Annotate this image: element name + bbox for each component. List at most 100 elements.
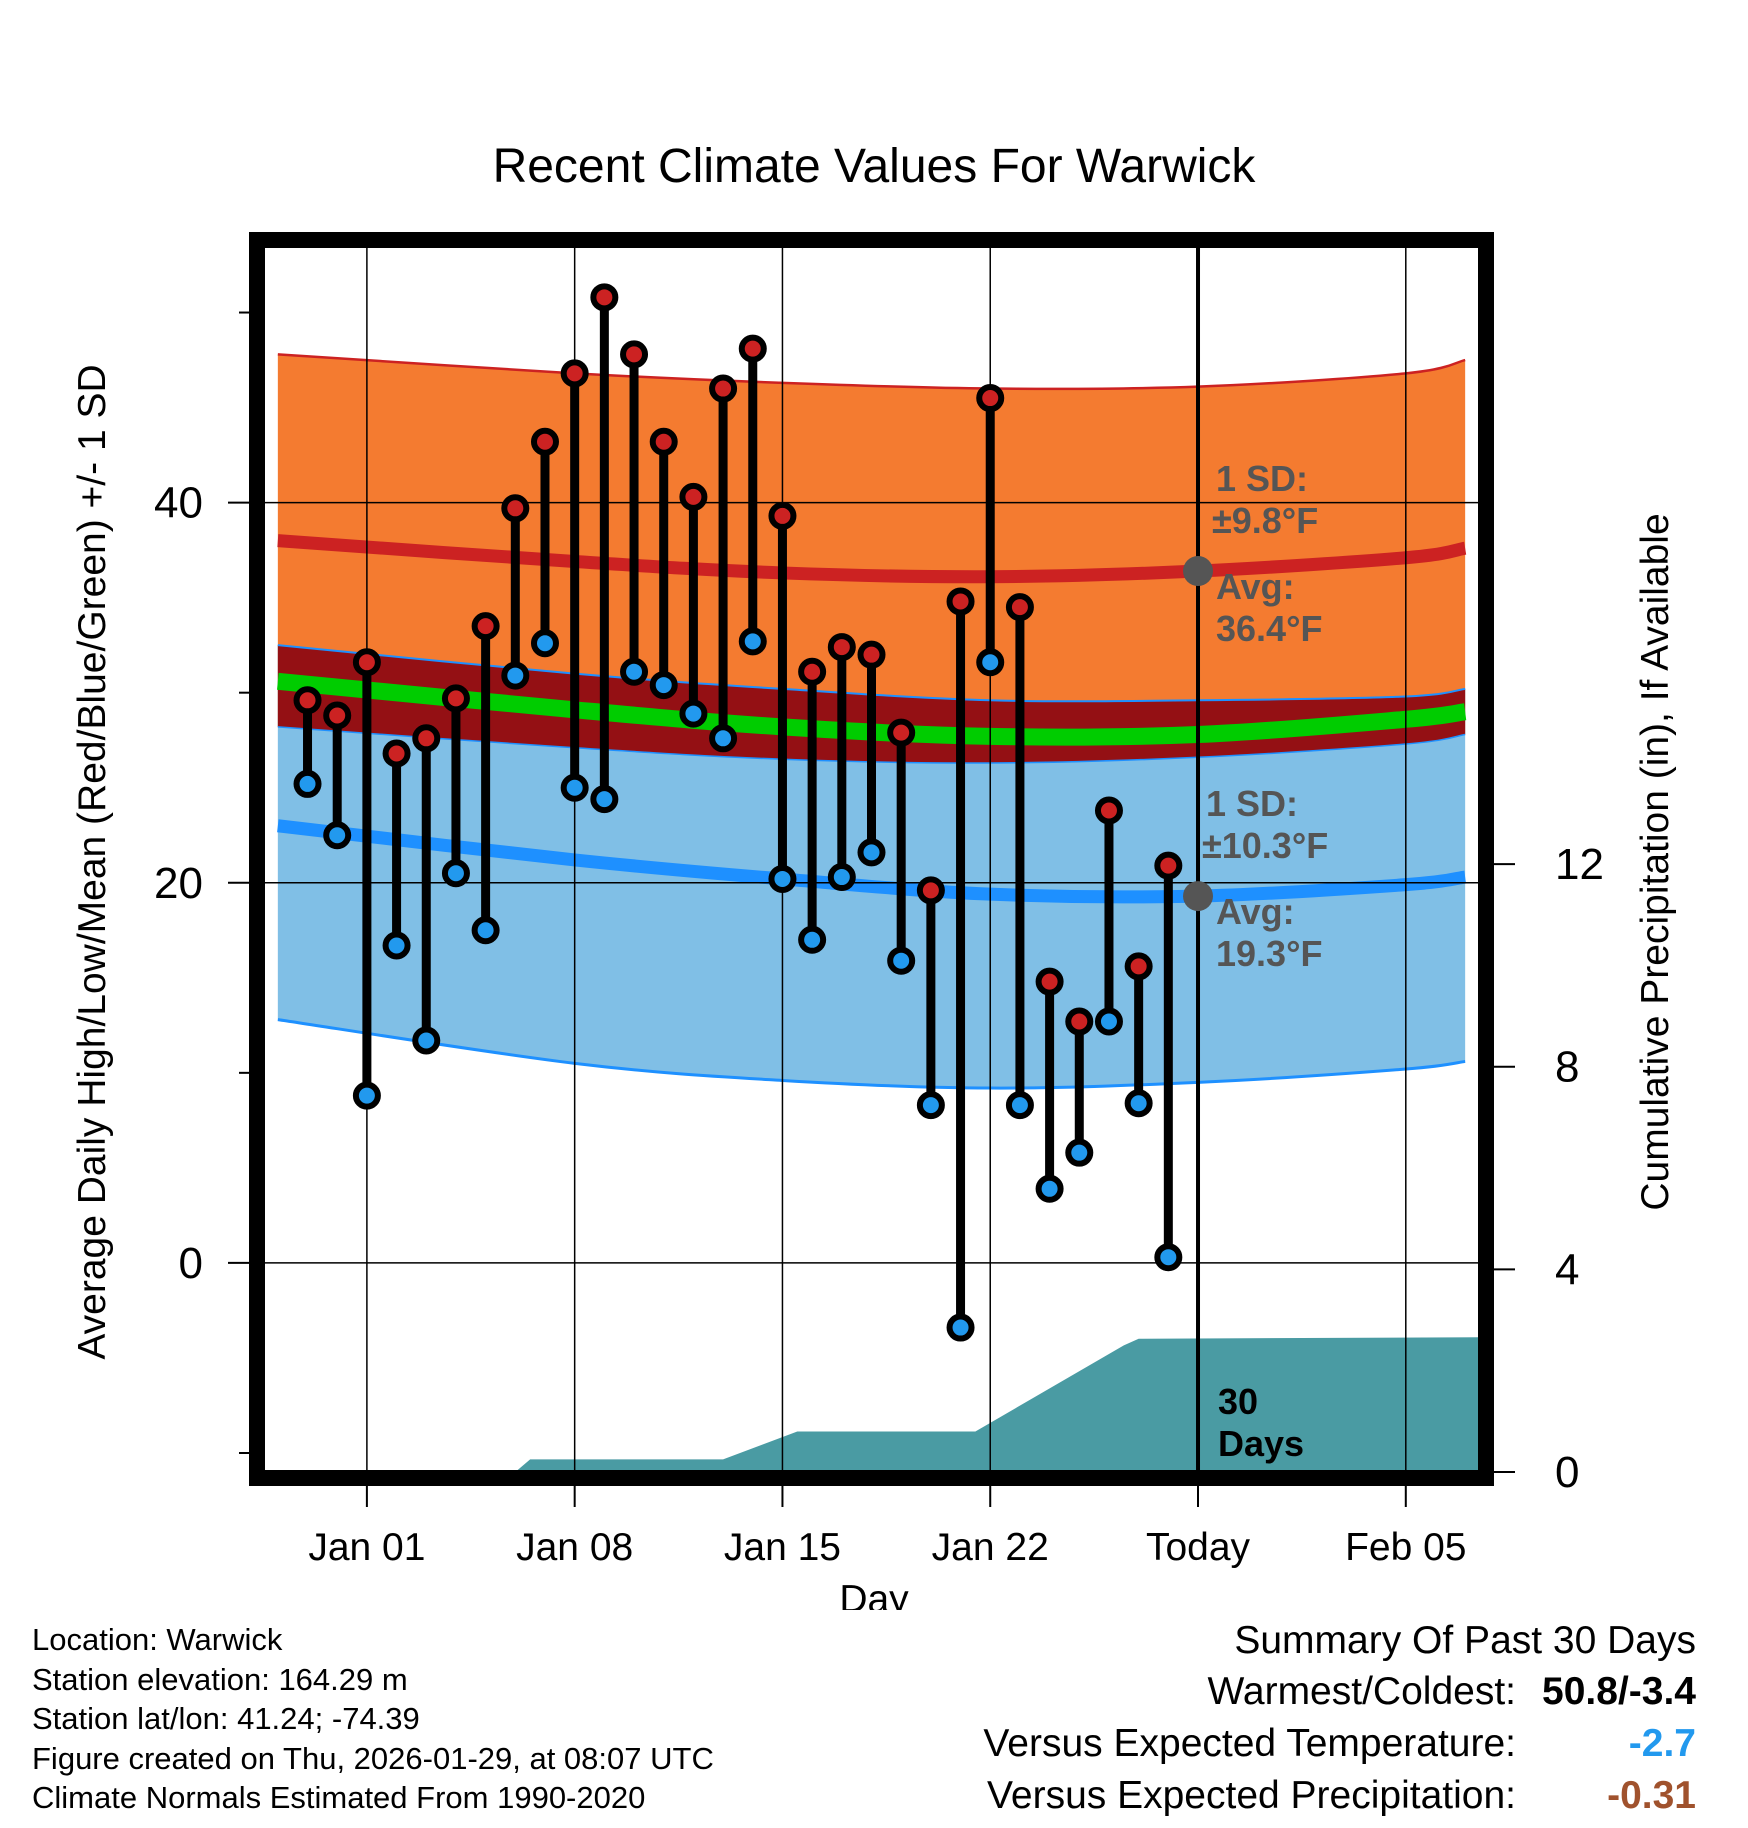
low-sd-label: 1 SD: xyxy=(1206,783,1298,824)
high-point xyxy=(738,334,767,363)
y2-tick-label: 8 xyxy=(1555,1043,1579,1092)
low-avg-marker xyxy=(1183,881,1214,912)
chart-title: Recent Climate Values For Warwick xyxy=(493,140,1257,193)
high-point xyxy=(1065,1007,1094,1036)
low-avg-label: Avg: xyxy=(1216,891,1295,932)
normals-text: Climate Normals Estimated From 1990-2020 xyxy=(32,1780,646,1815)
high-point xyxy=(1094,796,1123,825)
high-point xyxy=(1005,593,1034,622)
high-point xyxy=(798,657,827,686)
high-sd-label: 1 SD: xyxy=(1216,458,1308,499)
location-text: Location: Warwick xyxy=(32,1622,283,1657)
high-point xyxy=(649,427,678,456)
high-sd-value: ±9.8°F xyxy=(1212,500,1318,541)
low-point xyxy=(798,925,827,954)
low-point xyxy=(382,931,411,960)
low-sd-value: ±10.3°F xyxy=(1202,825,1328,866)
low-point xyxy=(679,699,708,728)
summary-warmest-row: Warmest/Coldest: 50.8/-3.4 xyxy=(983,1666,1696,1718)
high-point xyxy=(827,633,856,662)
high-point xyxy=(1154,851,1183,880)
high-point xyxy=(441,684,470,713)
high-point xyxy=(679,482,708,511)
low-point xyxy=(1035,1174,1064,1203)
precip-label: Versus Expected Precipitation: xyxy=(987,1774,1516,1817)
high-point xyxy=(976,384,1005,413)
high-point xyxy=(471,612,500,641)
plot-frame xyxy=(249,232,1494,1486)
x-tick-label: Jan 15 xyxy=(724,1526,841,1569)
station-info: Location: Warwick Station elevation: 164… xyxy=(32,1620,714,1818)
high-avg-value: 36.4°F xyxy=(1216,608,1322,649)
low-point xyxy=(1124,1089,1153,1118)
low-point xyxy=(501,661,530,690)
high-point xyxy=(530,427,559,456)
high-point xyxy=(857,640,886,669)
days-number: 30 xyxy=(1218,1381,1258,1422)
x-axis: Jan 01 Jan 08 Jan 15 Jan 22 Today Feb 05 xyxy=(308,1486,1467,1569)
x-axis-label: Day xyxy=(839,1578,909,1610)
low-upper-edge xyxy=(277,644,1466,703)
low-point xyxy=(768,864,797,893)
high-point xyxy=(620,340,649,369)
high-point xyxy=(768,501,797,530)
elevation-text: Station elevation: 164.29 m xyxy=(32,1661,408,1697)
high-point xyxy=(352,648,381,677)
precip-area xyxy=(263,1337,1480,1472)
low-point xyxy=(738,627,767,656)
low-point xyxy=(560,773,589,802)
low-point xyxy=(293,769,322,798)
y-tick-label: 40 xyxy=(154,479,203,528)
low-point xyxy=(620,657,649,686)
low-point xyxy=(857,838,886,867)
high-point xyxy=(946,587,975,616)
high-point xyxy=(887,718,916,747)
low-point xyxy=(590,785,619,814)
y2-tick-label: 4 xyxy=(1555,1245,1579,1294)
high-point xyxy=(323,701,352,730)
x-tick-label: Jan 22 xyxy=(932,1526,1049,1569)
y2-tick-label: 0 xyxy=(1555,1448,1579,1497)
low-point xyxy=(441,859,470,888)
precip-value: -0.31 xyxy=(1607,1774,1696,1817)
created-text: Figure created on Thu, 2026-01-29, at 08… xyxy=(32,1740,714,1776)
high-point xyxy=(293,686,322,715)
y-tick-label: 0 xyxy=(179,1239,203,1288)
x-tick-label: Jan 01 xyxy=(308,1526,425,1569)
high-mean-line xyxy=(277,534,1467,584)
summary-precip-row: Versus Expected Precipitation: -0.31 xyxy=(983,1770,1696,1822)
low-point xyxy=(323,821,352,850)
y-tick-label: 20 xyxy=(154,859,203,908)
high-avg-marker xyxy=(1183,556,1214,587)
low-point xyxy=(530,629,559,658)
x-tick-label: Today xyxy=(1146,1526,1251,1569)
high-point xyxy=(412,724,441,753)
high-point xyxy=(709,374,738,403)
warmest-value: 50.8/-3.4 xyxy=(1542,1670,1696,1713)
low-point xyxy=(709,724,738,753)
latlon-text: Station lat/lon: 41.24; -74.39 xyxy=(32,1701,420,1736)
high-point xyxy=(916,876,945,905)
climate-chart: Recent Climate Values For Warwick 1 SD:±… xyxy=(71,140,1677,1610)
high-point xyxy=(590,283,619,312)
high-point xyxy=(501,494,530,523)
x-tick-label: Jan 08 xyxy=(516,1526,633,1569)
summary-temp-row: Versus Expected Temperature: -2.7 xyxy=(983,1718,1696,1770)
low-point xyxy=(471,916,500,945)
low-point xyxy=(916,1091,945,1120)
warmest-label: Warmest/Coldest: xyxy=(1207,1670,1516,1713)
y2-tick-label: 12 xyxy=(1555,840,1604,889)
low-point xyxy=(412,1026,441,1055)
low-point xyxy=(1065,1138,1094,1167)
y-axis-label: Average Daily High/Low/Mean (Red/Blue/Gr… xyxy=(71,364,114,1359)
low-point xyxy=(946,1313,975,1342)
low-point xyxy=(1005,1091,1034,1120)
days-word: Days xyxy=(1218,1423,1304,1464)
high-upper-edge xyxy=(277,353,1466,391)
high-point xyxy=(1035,967,1064,996)
low-point xyxy=(352,1081,381,1110)
low-point xyxy=(1154,1243,1183,1272)
high-point xyxy=(560,359,589,388)
